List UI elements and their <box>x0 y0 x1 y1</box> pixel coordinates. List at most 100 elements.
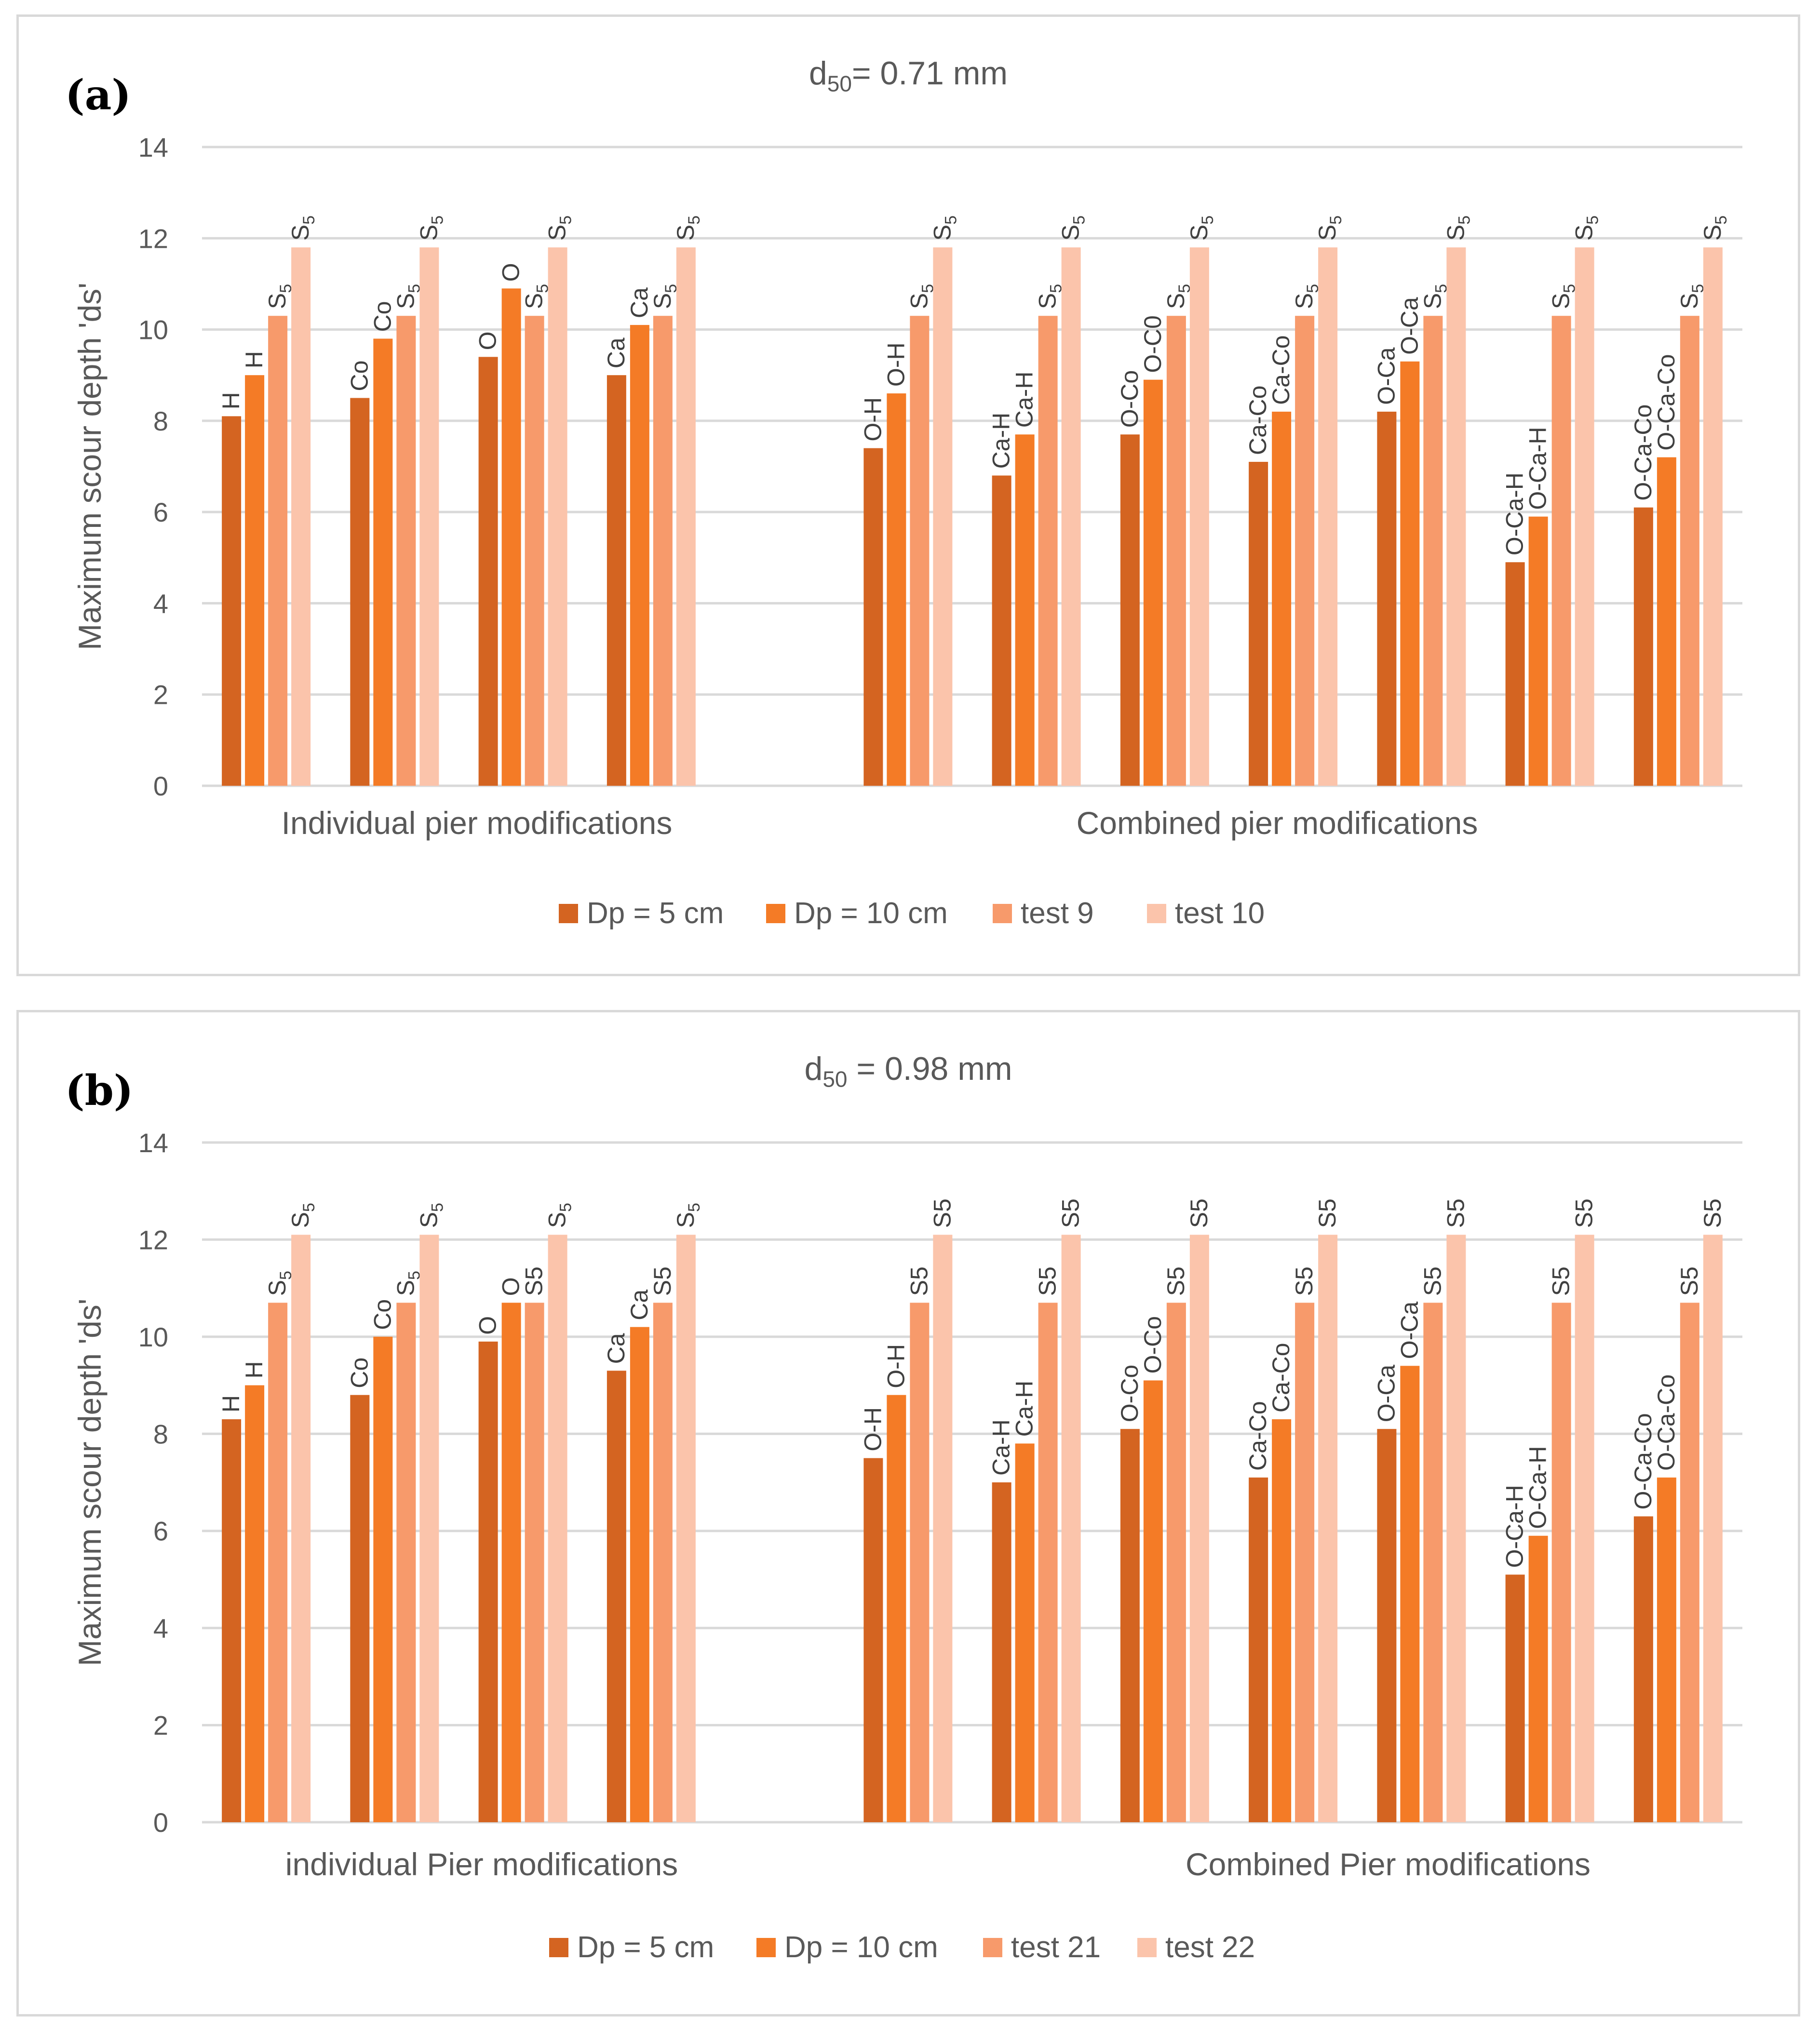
y-tick-label: 8 <box>153 1419 168 1449</box>
data-label: Ca <box>603 337 630 368</box>
data-label: H <box>241 1361 268 1378</box>
data-label: O-H <box>859 1407 886 1452</box>
data-label: O <box>498 1277 525 1296</box>
data-label: O-Co <box>1139 1316 1166 1373</box>
data-label: S5 <box>415 215 446 241</box>
legend-label: test 9 <box>1021 897 1094 930</box>
bar <box>396 316 416 786</box>
bar <box>525 1303 544 1822</box>
legend-label: test 21 <box>1011 1931 1101 1964</box>
bar <box>910 1303 930 1822</box>
data-label: S5 <box>672 1203 703 1228</box>
y-tick-label: 2 <box>153 1710 168 1741</box>
data-label: O-Ca <box>1373 1365 1400 1423</box>
bar <box>1061 1235 1081 1822</box>
data-label: O-Ca <box>1373 347 1400 405</box>
group-label: Combined Pier modifications <box>1186 1846 1591 1882</box>
bar <box>630 325 649 786</box>
bar <box>1120 434 1140 786</box>
bar <box>1038 316 1058 786</box>
bar <box>1446 1235 1466 1822</box>
legend-label: test 10 <box>1175 897 1265 930</box>
bar <box>222 416 242 786</box>
bar <box>268 1303 288 1822</box>
bar <box>1505 562 1525 786</box>
bar-chart: 0 2 4 6 8 10 12 14 Maximum scour depth 'ds' HH S5 S… <box>72 1128 1742 1964</box>
data-label: S5 <box>672 215 703 241</box>
bar <box>992 1482 1011 1822</box>
legend-label: Dp = 10 cm <box>794 897 948 930</box>
bar <box>1143 1380 1163 1822</box>
data-label: O-H <box>882 342 909 387</box>
data-label: O-H <box>882 1344 909 1388</box>
data-label: S5 <box>415 1203 446 1228</box>
bar <box>1505 1574 1525 1822</box>
bar <box>1295 316 1315 786</box>
panel-label: (b) <box>65 1066 134 1115</box>
legend-label: Dp = 5 cm <box>577 1931 714 1964</box>
bar <box>373 1336 393 1822</box>
data-label: Co <box>369 1299 396 1330</box>
data-label: O <box>474 1316 501 1335</box>
y-tick-label: 4 <box>153 1613 168 1643</box>
data-label: H <box>217 1395 244 1412</box>
bar <box>676 247 696 786</box>
data-label: S5 <box>287 1203 318 1228</box>
y-tick-label: 8 <box>153 406 168 436</box>
bar <box>1015 1443 1035 1822</box>
data-label: S5 <box>1314 1198 1341 1228</box>
y-tick-label: 10 <box>138 315 168 345</box>
bar <box>1400 1366 1420 1822</box>
data-label: O-Ca-Co <box>1630 1413 1657 1509</box>
bar <box>222 1419 242 1822</box>
bar <box>1575 1235 1594 1822</box>
bar <box>1680 1303 1699 1822</box>
bar <box>478 1341 498 1822</box>
data-label: S5 <box>1676 1266 1703 1296</box>
bar <box>1633 1516 1653 1822</box>
bar <box>373 338 393 786</box>
data-label: S5 <box>929 215 960 241</box>
group-label: individual Pier modifications <box>285 1846 678 1882</box>
data-label: S5 <box>1699 1198 1726 1228</box>
bar <box>887 1395 906 1822</box>
data-label: O-Co <box>1116 370 1143 428</box>
y-tick-label: 14 <box>138 1128 168 1158</box>
data-label: Co <box>346 1358 373 1388</box>
bar <box>933 247 953 786</box>
data-label: Ca-Co <box>1244 1401 1271 1470</box>
bar <box>1657 1477 1676 1822</box>
data-label: Ca-H <box>988 1419 1015 1476</box>
bar <box>863 448 883 786</box>
legend-swatch <box>549 1938 568 1957</box>
y-axis-label: Maximum scour depth 'ds' <box>72 282 108 650</box>
data-label: O-Ca-Co <box>1653 354 1680 451</box>
data-label: Ca-Co <box>1244 386 1271 455</box>
bar <box>1377 411 1397 786</box>
data-label: O-H <box>859 397 886 442</box>
bar <box>607 375 626 786</box>
data-label: S5 <box>1442 215 1473 241</box>
data-label: Co <box>346 361 373 391</box>
data-label: Ca-Co <box>1267 1343 1294 1412</box>
data-label: S5 <box>929 1198 956 1228</box>
data-label: S5 <box>392 284 423 309</box>
data-label: S5 <box>1548 1266 1575 1296</box>
bar <box>653 316 673 786</box>
group-label: Combined pier modifications <box>1077 805 1478 841</box>
bar <box>350 1395 370 1822</box>
bar <box>478 357 498 786</box>
data-label: Ca-Co <box>1267 335 1294 404</box>
bar <box>863 1458 883 1822</box>
bar <box>419 247 439 786</box>
data-label: S5 <box>264 284 295 309</box>
bar <box>910 316 930 786</box>
legend-label: test 22 <box>1165 1931 1255 1964</box>
bar <box>1633 507 1653 786</box>
data-label: S5 <box>1571 1198 1598 1228</box>
data-label: S5 <box>544 215 575 241</box>
legend-label: Dp = 5 cm <box>587 897 724 930</box>
chart-title: d50 = 0.98 mm <box>804 1050 1012 1092</box>
panel-label: (a) <box>65 71 132 120</box>
bar <box>1295 1303 1315 1822</box>
